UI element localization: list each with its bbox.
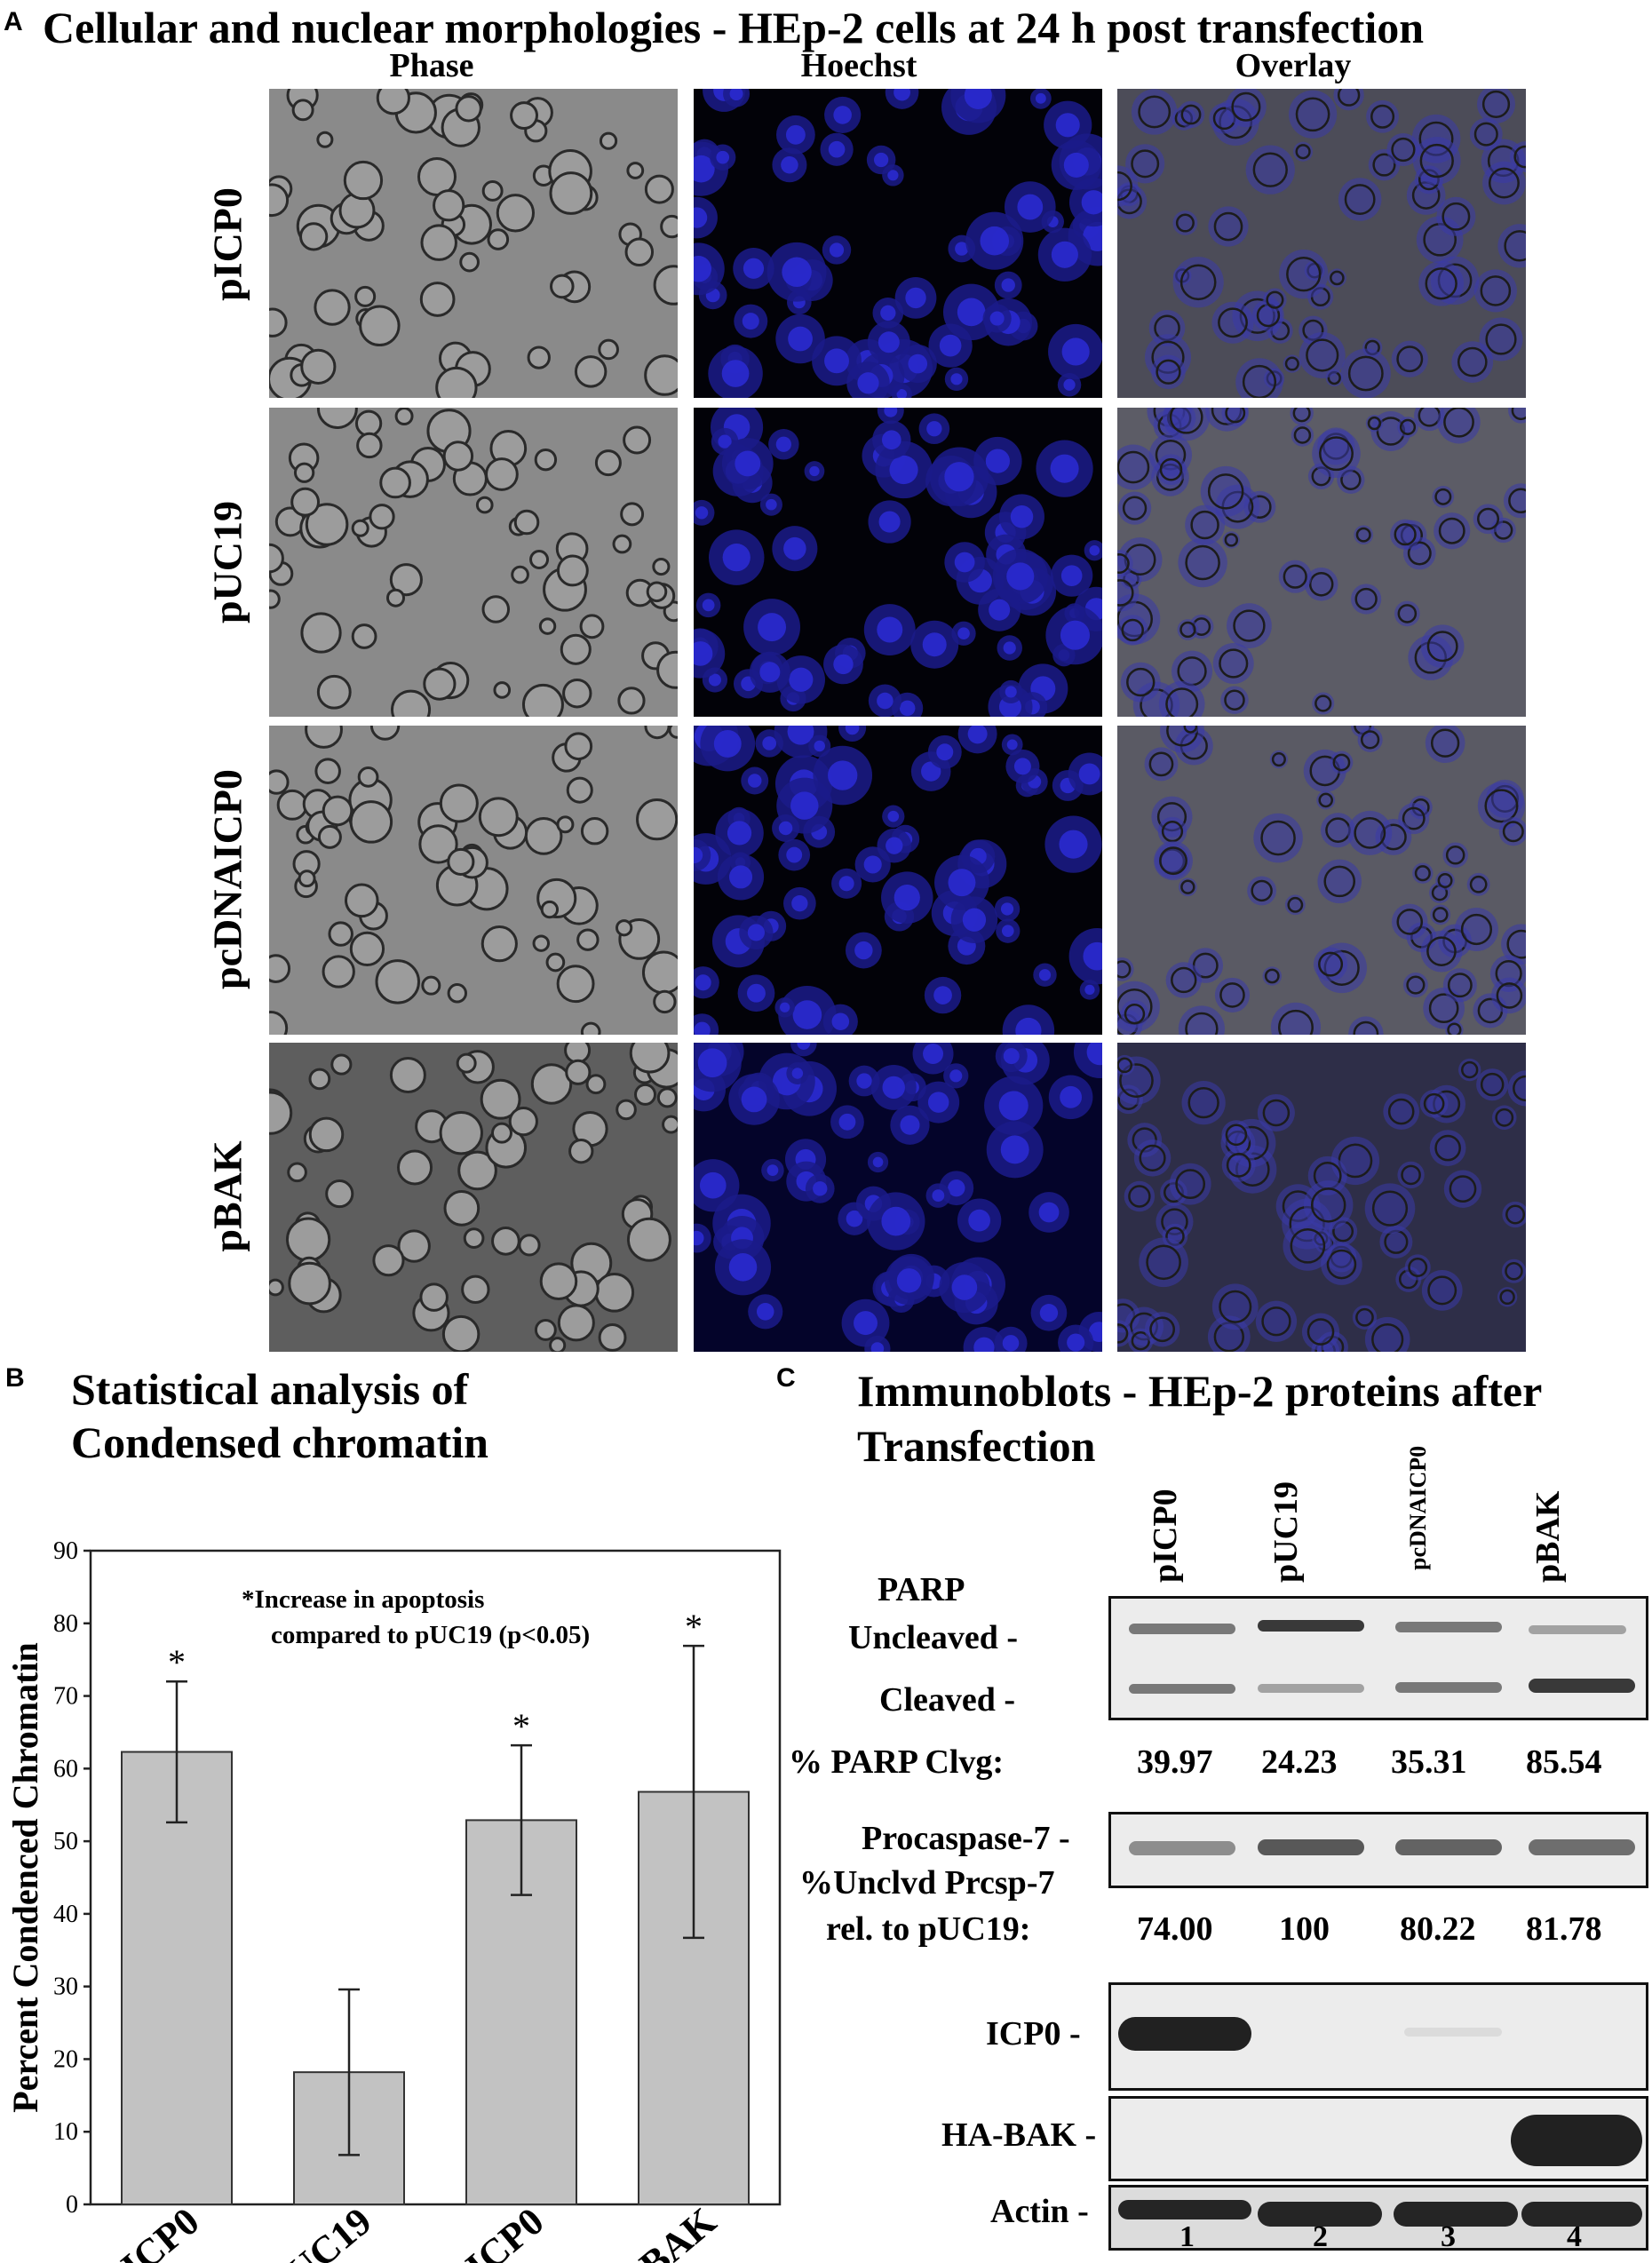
band-procaspase-7	[1258, 1839, 1364, 1855]
unclvd-procaspase-label-line1: %Unclvd Prcsp-7	[799, 1864, 1055, 1902]
row-label-picp0: pICP0	[204, 187, 250, 301]
band-uncleaved	[1258, 1620, 1364, 1632]
band-cleaved	[1129, 1684, 1235, 1694]
parp-cleavage-label: % PARP Clvg:	[789, 1743, 1005, 1781]
lane-label-pcdnaicp0: pcDNAICP0	[1405, 1445, 1431, 1570]
panel-b-letter: B	[5, 1363, 25, 1393]
micrograph-phase-picp0	[269, 89, 678, 398]
unclvd-procaspase-value: 74.00	[1137, 1910, 1213, 1948]
micrograph-hoechst-picp0	[694, 89, 1102, 398]
row-label-pcdnaicp0: pcDNAICP0	[204, 769, 250, 989]
y-axis-label: Percent Condenced Chromatin	[5, 1642, 45, 2113]
y-tick-label: 80	[53, 1610, 78, 1638]
lane-label-puc19: pUC19	[1267, 1481, 1305, 1583]
band-uncleaved	[1129, 1624, 1235, 1634]
significance-annotation-line1: *Increase in apoptosis	[242, 1585, 484, 1614]
parp-cleavage-value: 35.31	[1391, 1743, 1467, 1781]
micrograph-hoechst-pcdnaicp0	[694, 726, 1102, 1035]
unclvd-procaspase-label-line2: rel. to pUC19:	[826, 1910, 1031, 1948]
band-actin	[1118, 2200, 1251, 2219]
band-ha-bak	[1511, 2115, 1642, 2166]
micrograph-hoechst-pbak	[694, 1043, 1102, 1352]
icp0-blot	[1108, 1982, 1648, 2091]
panel-c-title-line1: Immunoblots - HEp-2 proteins after	[857, 1366, 1543, 1416]
significance-annotation-line2: compared to pUC19 (p<0.05)	[271, 1621, 590, 1649]
lane-number: 2	[1313, 2220, 1328, 2253]
parp-cleavage-value: 39.97	[1137, 1743, 1213, 1781]
micrograph-hoechst-puc19	[694, 408, 1102, 717]
lane-label-picp0: pICP0	[1147, 1489, 1184, 1583]
lane-label-pbak: pBAK	[1529, 1490, 1567, 1583]
lane-number: 3	[1441, 2220, 1456, 2253]
band-actin	[1521, 2202, 1642, 2227]
band-uncleaved	[1395, 1622, 1502, 1632]
y-tick-label: 0	[66, 2191, 78, 2219]
column-header-overlay: Overlay	[1235, 47, 1352, 84]
x-tick-label-picp0: pICP0	[96, 2199, 207, 2263]
x-tick-label-pbak: pBAK	[615, 2199, 724, 2263]
band-actin	[1258, 2202, 1382, 2227]
band-uncleaved	[1529, 1625, 1626, 1634]
panel-b-title-line1: Statistical analysis of	[71, 1364, 469, 1414]
parp-uncleaved-label: Uncleaved -	[848, 1619, 1019, 1656]
band-procaspase-7	[1529, 1839, 1635, 1855]
y-tick-label: 40	[53, 1901, 78, 1928]
micrograph-phase-puc19	[269, 408, 678, 717]
parp-label: PARP	[878, 1571, 965, 1608]
y-tick-label: 90	[53, 1537, 78, 1565]
y-tick-label: 50	[53, 1828, 78, 1855]
parp-cleavage-value: 85.54	[1526, 1743, 1602, 1781]
bar-picp0	[121, 1751, 233, 2205]
band-cleaved	[1258, 1684, 1364, 1693]
band-cleaved	[1395, 1682, 1502, 1693]
band-actin	[1394, 2202, 1518, 2227]
panel-a-title: Cellular and nuclear morphologies - HEp-…	[43, 3, 1425, 52]
x-tick-label-pcdnaicp0: pcDNAICP0	[362, 2199, 552, 2263]
column-header-hoechst: Hoechst	[800, 47, 917, 84]
actin-label: Actin -	[990, 2193, 1089, 2230]
ha-bak-label: HA-BAK -	[941, 2116, 1097, 2154]
panel-a-letter: A	[4, 7, 23, 36]
y-tick-label: 60	[53, 1755, 78, 1783]
band-cleaved	[1529, 1679, 1635, 1693]
micrograph-overlay-puc19	[1117, 408, 1526, 717]
micrograph-overlay-picp0	[1117, 89, 1526, 398]
actin-blot	[1108, 2185, 1648, 2251]
panel-c-title-line2: Transfection	[857, 1421, 1096, 1471]
band-procaspase-7	[1395, 1839, 1502, 1855]
row-label-pbak: pBAK	[204, 1140, 250, 1252]
procaspase-7-blot	[1108, 1812, 1648, 1888]
y-tick-label: 10	[53, 2118, 78, 2146]
micrograph-phase-pcdnaicp0	[269, 726, 678, 1035]
parp-cleaved-label: Cleaved -	[879, 1681, 1016, 1719]
micrograph-overlay-pcdnaicp0	[1117, 726, 1526, 1035]
significance-marker: *	[168, 1642, 186, 1682]
y-tick-label: 70	[53, 1683, 78, 1711]
icp0-label: ICP0 -	[986, 2015, 1081, 2053]
column-header-phase: Phase	[389, 47, 474, 84]
panel-b-title-line2: Condensed chromatin	[71, 1417, 488, 1467]
row-label-puc19: pUC19	[204, 500, 250, 624]
condensed-chromatin-bar-chart: 0 10 20 30 40 50 60 70 80 90 Percent Condenced Chr…	[5, 1537, 782, 2263]
ha-bak-blot	[1108, 2096, 1648, 2181]
band-icp0	[1118, 2017, 1251, 2051]
micrograph-phase-pbak	[269, 1043, 678, 1352]
y-tick-label: 20	[53, 2045, 78, 2073]
x-tick-label-puc19: pUC19	[262, 2199, 380, 2263]
band-procaspase-7	[1129, 1841, 1235, 1855]
parp-cleavage-value: 24.23	[1261, 1743, 1338, 1781]
procaspase-7-label: Procaspase-7 -	[862, 1820, 1070, 1857]
micrograph-overlay-pbak	[1117, 1043, 1526, 1352]
significance-marker: *	[512, 1706, 530, 1746]
y-tick-label: 30	[53, 1973, 78, 2001]
band-icp0	[1404, 2028, 1502, 2037]
lane-number: 4	[1567, 2220, 1582, 2253]
unclvd-procaspase-value: 80.22	[1400, 1910, 1476, 1948]
parp-blot	[1108, 1596, 1648, 1720]
significance-marker: *	[685, 1607, 703, 1647]
unclvd-procaspase-value: 81.78	[1526, 1910, 1602, 1948]
unclvd-procaspase-value: 100	[1279, 1910, 1330, 1948]
panel-c-letter: C	[776, 1363, 796, 1393]
lane-number: 1	[1179, 2220, 1195, 2253]
